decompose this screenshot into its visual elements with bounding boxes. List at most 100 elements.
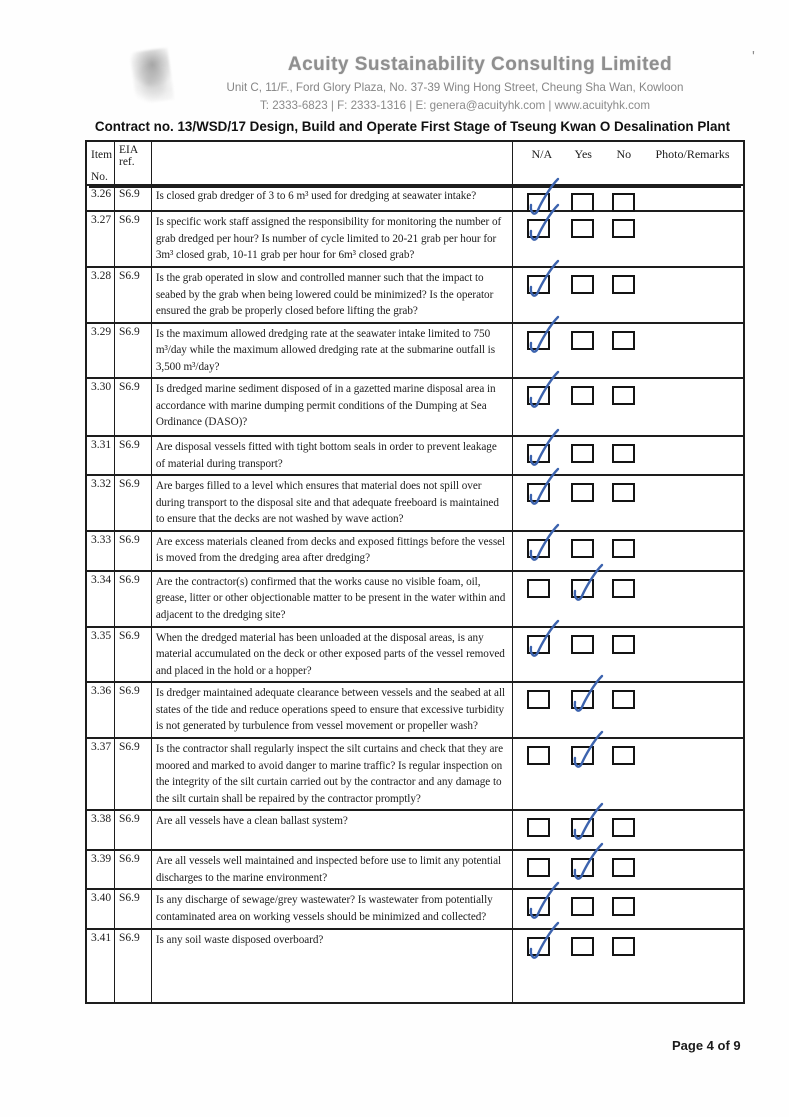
no-checkbox (611, 193, 635, 212)
yes-checkbox (570, 193, 594, 212)
yes-checkbox (570, 674, 603, 712)
yes-checkbox (570, 483, 594, 502)
document-title: Contract no. 13/WSD/17 Design, Build and… (94, 119, 731, 134)
no-checkbox (611, 578, 635, 598)
yes-checkbox (570, 386, 594, 405)
na-checkbox (526, 858, 550, 877)
check-tick-icon (573, 802, 603, 840)
na-checkbox (526, 921, 559, 959)
item-number: 3.39 (87, 851, 115, 888)
table-row: 3.40 S6.9 Is any discharge of sewage/gre… (87, 881, 743, 930)
question-text: Is dredged marine sediment disposed of i… (152, 379, 513, 435)
check-tick-icon (573, 563, 603, 601)
answer-cell (513, 315, 743, 378)
item-number: 3.41 (87, 930, 115, 1002)
no-checkbox (611, 444, 635, 463)
no-checkbox (611, 219, 635, 238)
eia-ref: S6.9 (115, 739, 152, 809)
question-text: Is specific work staff assigned the resp… (152, 212, 513, 266)
item-number: 3.36 (87, 683, 115, 737)
eia-ref: S6.9 (115, 531, 152, 570)
eia-ref: S6.9 (115, 930, 152, 1002)
yes-checkbox (570, 330, 594, 350)
answer-cell (513, 802, 743, 849)
yes-checkbox (570, 802, 603, 840)
checklist-body: 3.26 S6.9 Is closed grab dredger of 3 to… (87, 177, 743, 1002)
no-checkbox (611, 897, 635, 916)
question-text: Is any soil waste disposed overboard? (152, 930, 513, 1002)
table-row: 3.39 S6.9 Are all vessels well maintaine… (87, 842, 743, 890)
eia-ref: S6.9 (115, 379, 152, 435)
table-row: 3.35 S6.9 When the dredged material has … (87, 619, 743, 683)
column-header-no: No (616, 147, 632, 161)
item-number: 3.34 (87, 571, 115, 626)
no-checkbox (611, 937, 635, 956)
table-row: 3.29 S6.9 Is the maximum allowed dredgin… (87, 315, 743, 379)
item-number: 3.32 (87, 476, 115, 530)
eia-ref: S6.9 (115, 437, 152, 474)
item-number: 3.26 (87, 186, 115, 210)
yes-checkbox (570, 730, 603, 768)
na-checkbox (526, 259, 559, 297)
eia-ref: S6.9 (115, 811, 152, 849)
yes-checkbox (570, 897, 594, 916)
eia-ref: S6.9 (115, 890, 152, 928)
column-header-photo-remarks: Photo/Remarks (655, 147, 730, 161)
na-checkbox (526, 746, 550, 765)
answer-cell (513, 730, 743, 809)
table-row: 3.31 S6.9 Are disposal vessels fitted wi… (87, 428, 743, 476)
question-text: Is dredger maintained adequate clearance… (152, 683, 513, 737)
answer-cell (513, 881, 743, 928)
column-header-na: N/A (531, 147, 553, 161)
na-checkbox (526, 467, 559, 505)
table-row: 3.34 S6.9 Are the contractor(s) confirme… (87, 563, 743, 628)
column-header-eia: EIA ref. (115, 142, 152, 184)
table-row: 3.41 S6.9 Is any soil waste disposed ove… (87, 921, 743, 1002)
company-name: Acuity Sustainability Consulting Limited (287, 54, 673, 75)
na-checkbox (526, 818, 550, 837)
column-header-item: Item No. (87, 142, 115, 184)
check-tick-icon (529, 619, 559, 657)
na-checkbox (526, 428, 559, 466)
yes-checkbox (570, 219, 594, 238)
question-text: Are all vessels have a clean ballast sys… (152, 811, 513, 849)
check-tick-icon (529, 921, 559, 959)
column-header-item-line1: Item (91, 149, 113, 161)
no-checkbox (611, 690, 635, 709)
table-row: 3.27 S6.9 Is specific work staff assigne… (87, 203, 743, 268)
company-contact: T: 2333-6823 | F: 2333-1316 | E: genera@… (259, 99, 651, 112)
answer-cell (513, 523, 743, 570)
na-checkbox (526, 315, 559, 353)
column-header-yes: Yes (574, 147, 592, 161)
check-tick-icon (573, 674, 603, 712)
na-checkbox (526, 578, 550, 598)
check-tick-icon (529, 523, 559, 561)
answer-cell (513, 619, 743, 682)
answer-cell (513, 674, 743, 737)
answer-cell (513, 921, 743, 1002)
check-tick-icon (529, 467, 559, 505)
table-row: 3.36 S6.9 Is dredger maintained adequate… (87, 674, 743, 739)
eia-ref: S6.9 (115, 476, 152, 530)
yes-checkbox (570, 275, 594, 294)
item-number: 3.30 (87, 379, 115, 435)
table-row: 3.38 S6.9 Are all vessels have a clean b… (87, 802, 743, 851)
item-number: 3.28 (87, 268, 115, 322)
check-tick-icon (529, 259, 559, 297)
item-number: 3.38 (87, 811, 115, 849)
no-checkbox (611, 275, 635, 294)
table-row: 3.32 S6.9 Are barges filled to a level w… (87, 467, 743, 532)
question-text: Is the maximum allowed dredging rate at … (152, 323, 513, 377)
yes-checkbox (570, 634, 594, 654)
item-number: 3.35 (87, 627, 115, 681)
page-number: Page 4 of 9 (672, 1038, 741, 1053)
answer-cell (513, 203, 743, 266)
yes-checkbox (570, 842, 603, 880)
scan-artifact-mark: ' (752, 48, 755, 65)
checklist-table: Item No. EIA ref. N/A Yes No Photo/Remar… (85, 140, 745, 1004)
no-checkbox (611, 634, 635, 654)
question-text: Are disposal vessels fitted with tight b… (152, 437, 513, 474)
table-row: 3.33 S6.9 Are excess materials cleaned f… (87, 523, 743, 572)
company-logo (129, 47, 175, 105)
company-address: Unit C, 11/F., Ford Glory Plaza, No. 37-… (226, 81, 684, 94)
